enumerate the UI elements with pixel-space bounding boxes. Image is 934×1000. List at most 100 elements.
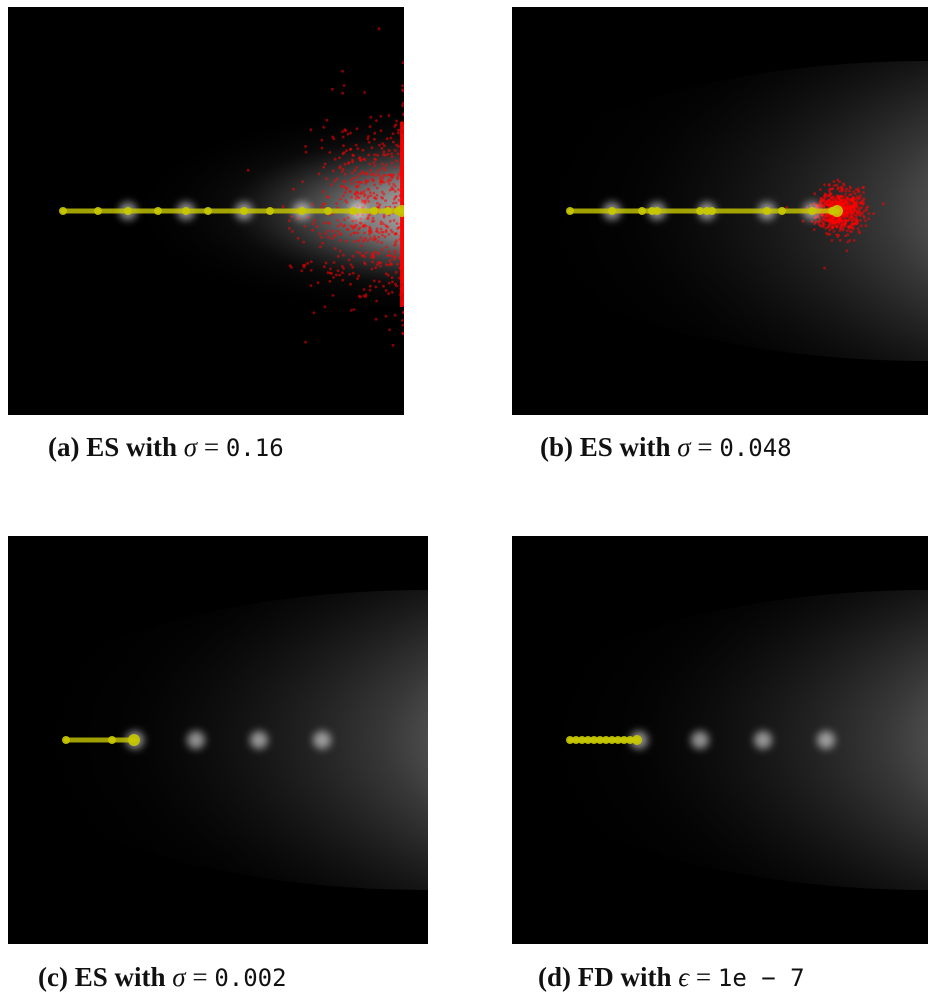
sample-point xyxy=(361,191,365,195)
sample-point xyxy=(827,203,830,207)
sample-point xyxy=(366,196,369,200)
sample-point xyxy=(379,264,382,268)
sample-point xyxy=(389,254,393,258)
path-point xyxy=(572,736,580,744)
sample-point xyxy=(366,137,370,141)
sample-point xyxy=(339,197,342,201)
sample-point xyxy=(382,213,386,217)
sample-point xyxy=(859,224,863,228)
sample-point xyxy=(358,172,362,176)
panel-c-path xyxy=(62,734,140,746)
path-point xyxy=(108,736,116,744)
sample-point xyxy=(394,270,398,274)
sample-point xyxy=(849,193,853,196)
sample-point xyxy=(818,217,822,220)
sample-point xyxy=(813,192,817,196)
sample-point xyxy=(320,206,324,209)
sample-point xyxy=(831,187,834,191)
sample-point xyxy=(376,153,379,157)
sample-point xyxy=(382,153,385,157)
sample-point xyxy=(349,282,352,286)
sample-point xyxy=(322,125,326,129)
sample-point xyxy=(331,87,334,91)
sample-point xyxy=(357,180,361,184)
panel-d-label: (d) xyxy=(538,962,571,992)
sample-point xyxy=(363,202,367,205)
sample-point xyxy=(342,151,346,155)
sample-point xyxy=(376,260,380,264)
sample-point xyxy=(388,219,392,223)
sample-point xyxy=(374,197,378,201)
sample-point xyxy=(369,231,372,234)
sample-point xyxy=(324,261,328,265)
sample-point xyxy=(343,218,347,222)
sample-point xyxy=(345,228,349,231)
panel-c-method: ES with xyxy=(74,962,166,992)
sample-point xyxy=(327,235,330,239)
sample-point xyxy=(313,219,316,222)
sample-point xyxy=(370,146,374,150)
sample-point xyxy=(382,166,385,170)
sample-point xyxy=(370,267,374,271)
sample-point xyxy=(376,240,380,244)
sample-point xyxy=(375,119,378,122)
sample-point xyxy=(288,264,292,267)
sample-point xyxy=(858,213,862,217)
sample-point xyxy=(386,225,390,229)
sample-point xyxy=(338,156,341,160)
sample-point xyxy=(290,215,293,218)
sample-point xyxy=(842,182,845,186)
sample-point xyxy=(323,162,327,166)
sample-point xyxy=(366,239,370,242)
panel-b-method: ES with xyxy=(579,432,671,462)
path-point xyxy=(831,205,843,217)
sample-point xyxy=(402,113,404,117)
sample-point xyxy=(842,207,846,211)
sample-point xyxy=(374,317,378,321)
sample-point xyxy=(355,223,358,227)
sample-point xyxy=(380,196,383,199)
sample-point xyxy=(349,263,353,266)
sample-point xyxy=(856,227,860,231)
sample-point xyxy=(359,158,363,162)
sample-point xyxy=(392,258,396,261)
sample-point xyxy=(364,224,368,228)
sample-point xyxy=(401,332,404,336)
sample-point xyxy=(341,91,344,95)
panel-b-caption: (b) ES with σ = 0.048 xyxy=(540,432,792,463)
sample-point xyxy=(397,128,400,132)
sample-point xyxy=(375,263,379,266)
sample-point xyxy=(335,177,339,181)
sample-point xyxy=(854,201,858,205)
sample-point xyxy=(392,201,395,205)
sample-point xyxy=(354,219,358,223)
sample-point xyxy=(389,228,393,232)
sample-point xyxy=(817,219,821,223)
sample-point xyxy=(363,261,366,264)
sample-point xyxy=(349,131,352,135)
sample-point xyxy=(840,199,844,203)
sample-point xyxy=(401,84,404,88)
path-point xyxy=(638,207,646,215)
sample-point xyxy=(296,236,300,240)
sample-point xyxy=(336,224,340,228)
sample-point xyxy=(823,266,826,270)
sample-point xyxy=(345,186,349,190)
sample-point xyxy=(827,219,831,223)
sample-point xyxy=(855,204,859,208)
sample-point xyxy=(341,135,345,139)
sample-point xyxy=(312,222,315,226)
sample-point xyxy=(381,177,385,180)
sample-point xyxy=(331,135,335,139)
sample-point xyxy=(374,285,378,289)
sample-point xyxy=(863,216,866,219)
sample-point xyxy=(393,313,397,317)
sample-point xyxy=(801,219,805,223)
sample-point xyxy=(382,192,386,196)
sample-point xyxy=(339,222,343,226)
sample-point xyxy=(395,239,398,243)
sample-point xyxy=(829,187,832,191)
panel-c-equals: = xyxy=(192,962,208,992)
sample-point xyxy=(342,84,346,87)
sample-point xyxy=(387,263,391,267)
